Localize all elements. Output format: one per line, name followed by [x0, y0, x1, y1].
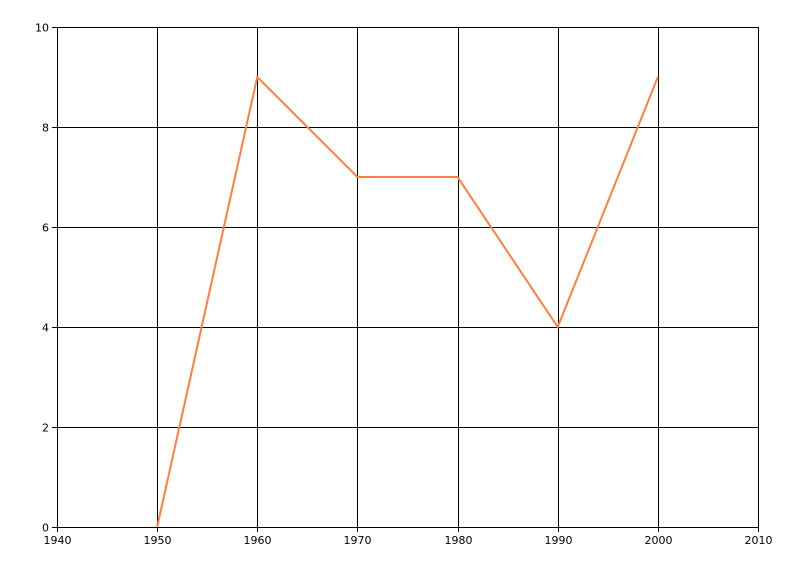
x-tick-label: 1940: [44, 534, 72, 547]
x-tick-label: 1990: [545, 534, 573, 547]
y-tick-label: 2: [42, 422, 49, 435]
axes: [57, 27, 758, 528]
y-tick-label: 10: [35, 22, 49, 35]
x-tick-label: 1950: [144, 534, 172, 547]
x-tick-label: 1960: [244, 534, 272, 547]
y-tick-label: 0: [42, 522, 49, 535]
grid: [52, 27, 759, 532]
x-tick-label: 1970: [344, 534, 372, 547]
x-axis-ticks: 1940 1950 1960 1970 1980 1990 2000 2010: [44, 534, 773, 547]
x-tick-label: 1980: [445, 534, 473, 547]
y-axis-ticks: 0 2 4 6 8 10: [35, 22, 49, 535]
series-group: [156, 75, 659, 528]
y-tick-label: 6: [42, 222, 49, 235]
x-tick-label: 2010: [745, 534, 773, 547]
series-line: [156, 75, 659, 528]
x-tick-label: 2000: [645, 534, 673, 547]
y-tick-label: 8: [42, 122, 49, 135]
y-tick-label: 4: [42, 322, 49, 335]
